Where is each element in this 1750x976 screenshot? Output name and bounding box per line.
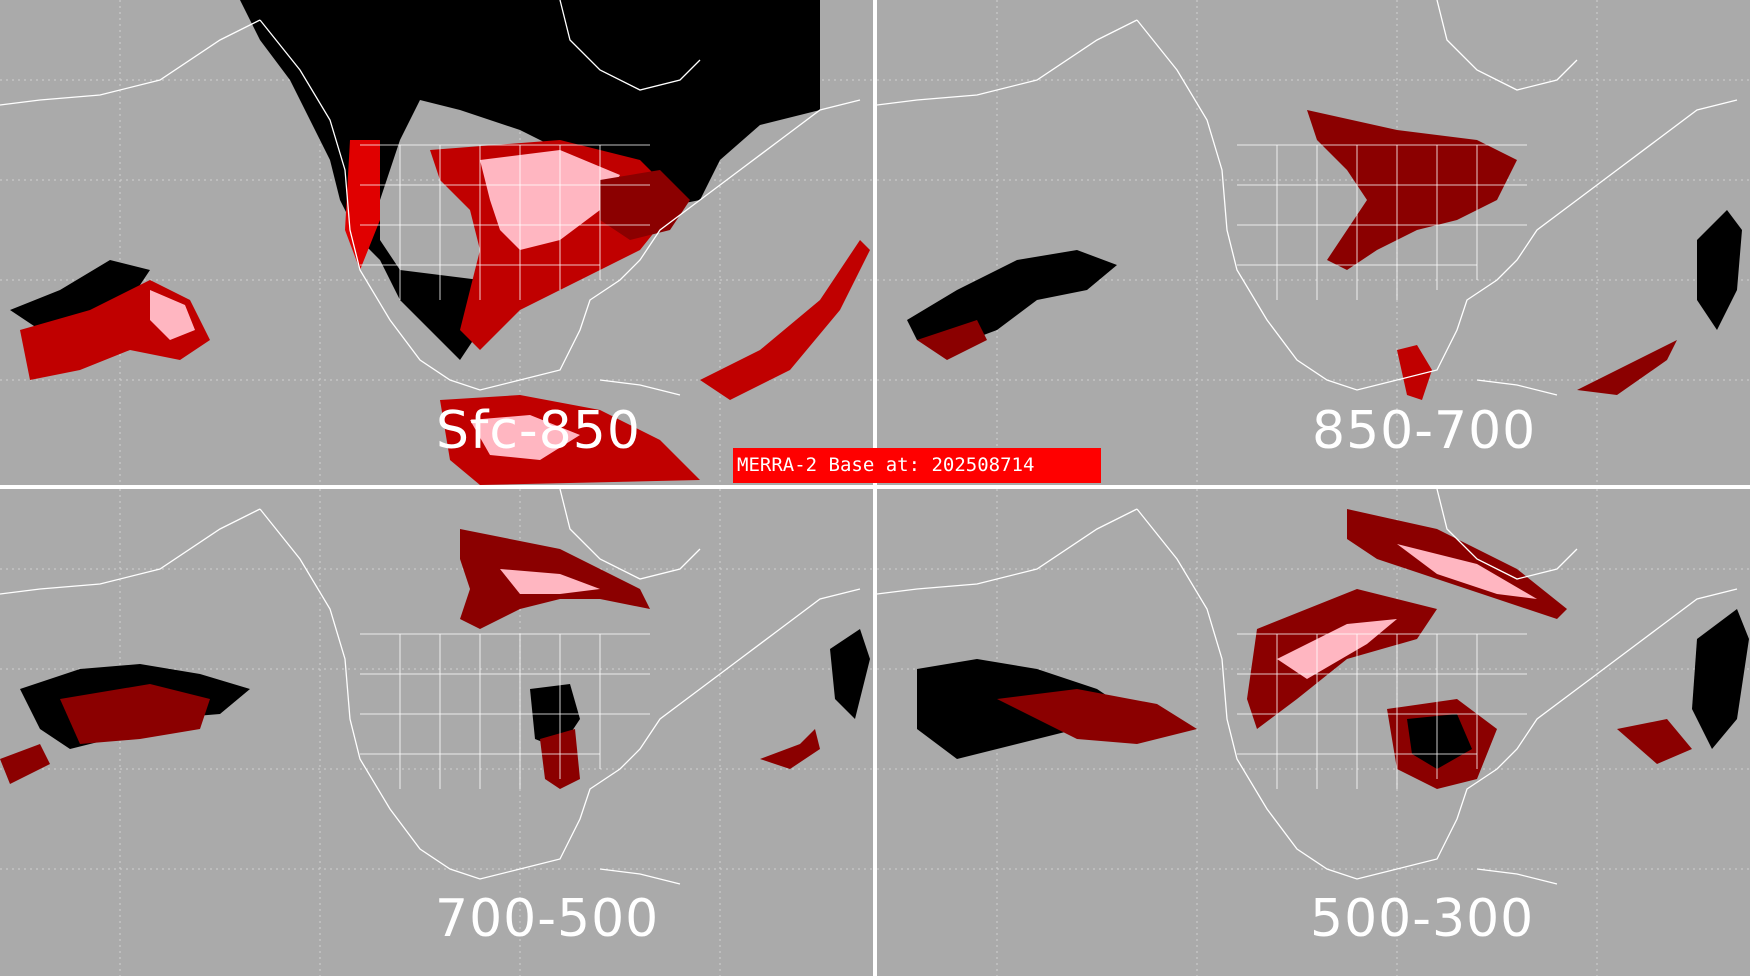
state-borders [360,633,650,789]
dark-red-field-atlantic [1617,719,1692,764]
map-850-700 [877,0,1750,485]
panel-label: 500-300 [1310,889,1535,949]
dark-red-field-west [997,689,1197,744]
black-region-atlantic [1697,210,1742,330]
black-region-south [1407,714,1472,769]
horizontal-divider [0,485,1750,489]
coastlines [877,0,1738,396]
black-region-west [10,260,150,330]
red-field-coast [345,140,380,270]
panel-850-700: 850-700 [877,0,1750,485]
coastlines [0,489,861,885]
state-borders [1237,633,1527,789]
pink-band-north [1397,544,1537,599]
dark-red-field-east [600,170,690,240]
pink-field-gulf [470,415,580,460]
coastlines [877,489,1738,885]
map-500-300 [877,489,1750,976]
state-borders [360,144,650,300]
panel-700-500: 700-500 [0,489,873,976]
pink-field-north [500,569,600,594]
black-region-atlantic [830,629,870,719]
panel-label: Sfc-850 [436,401,641,461]
map-700-500 [0,489,873,976]
red-field-atlantic [700,240,870,400]
panel-label: 700-500 [435,889,660,949]
black-region-atlantic [1692,609,1749,749]
state-borders [1237,144,1527,300]
base-time-banner: MERRA-2 Base at: 202508714 [733,448,1101,483]
dark-red-field-atlantic [1577,340,1677,395]
map-sfc-850 [0,0,873,485]
dark-red-field-sw [917,320,987,360]
dark-red-field-sw [0,744,50,784]
coastlines [0,0,861,396]
panel-sfc-850: Sfc-850 [0,0,873,485]
panel-label: 850-700 [1312,401,1537,461]
pink-field-west [150,290,195,340]
dark-red-field-north [1307,110,1517,270]
dark-red-field-gulf [1397,345,1432,400]
dark-red-field-atlantic [760,729,820,769]
black-region [240,0,820,360]
dark-red-field-west [60,684,210,744]
black-region-west [907,250,1117,345]
panel-500-300: 500-300 [877,489,1750,976]
